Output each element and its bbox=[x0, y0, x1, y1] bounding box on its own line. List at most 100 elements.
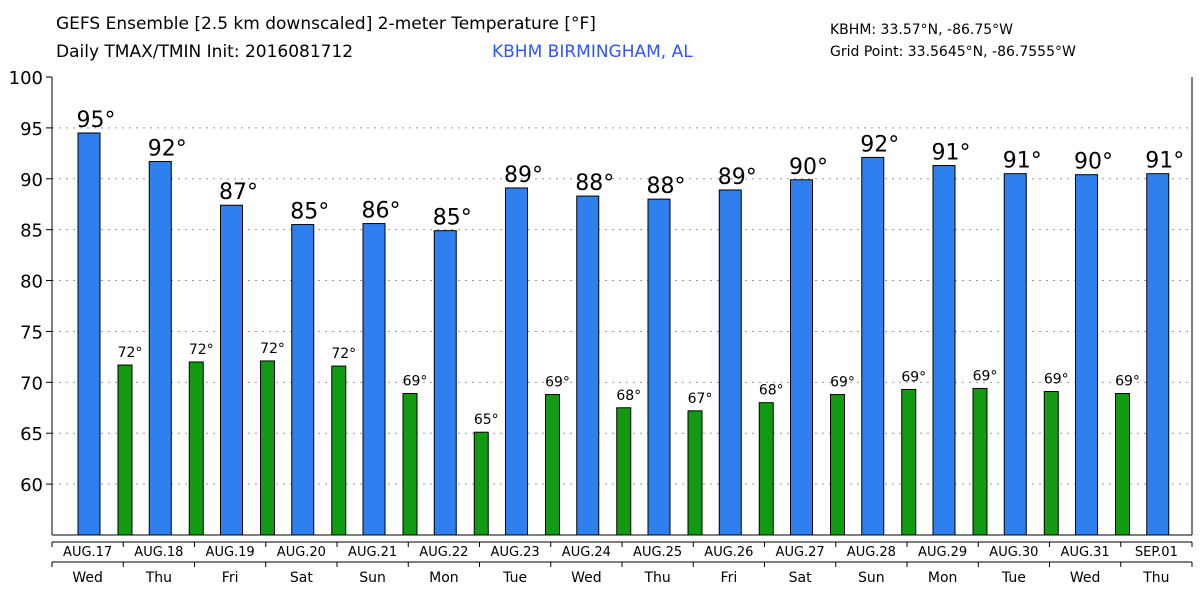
day-label-0: Wed bbox=[72, 570, 103, 586]
tmin-label-9: 68° bbox=[759, 383, 784, 399]
tmax-label-10: 90° bbox=[789, 155, 828, 180]
date-label-10: AUG.27 bbox=[776, 545, 825, 560]
tmin-label-1: 72° bbox=[189, 342, 214, 358]
date-label-0: AUG.17 bbox=[63, 545, 112, 560]
tmax-label-5: 85° bbox=[433, 206, 472, 231]
tmin-label-0: 72° bbox=[118, 345, 143, 361]
date-label-1: AUG.18 bbox=[134, 545, 183, 560]
tmin-bar-7 bbox=[616, 407, 632, 536]
tmin-label-4: 69° bbox=[403, 374, 428, 390]
ytick-label-95: 95 bbox=[20, 119, 43, 140]
date-label-12: AUG.29 bbox=[918, 545, 967, 560]
day-label-2: Fri bbox=[222, 570, 239, 586]
tmin-label-13: 69° bbox=[1044, 371, 1069, 387]
day-label-14: Wed bbox=[1070, 570, 1101, 586]
tmax-bar-13 bbox=[1003, 173, 1027, 536]
tmax-label-9: 89° bbox=[718, 165, 757, 190]
date-label-13: AUG.30 bbox=[989, 545, 1038, 560]
tmin-bar-9 bbox=[758, 402, 774, 536]
tmax-label-6: 89° bbox=[504, 163, 543, 188]
tmin-label-7: 68° bbox=[616, 388, 641, 404]
tmax-label-13: 91° bbox=[1003, 149, 1042, 174]
day-label-15: Thu bbox=[1142, 570, 1169, 586]
tmin-bar-10 bbox=[830, 394, 845, 536]
ytick-label-75: 75 bbox=[20, 322, 43, 343]
tmin-bar-14 bbox=[1115, 393, 1130, 536]
day-label-3: Sat bbox=[290, 570, 313, 586]
date-label-5: AUG.22 bbox=[419, 545, 468, 560]
tmin-bar-1 bbox=[188, 361, 204, 536]
tmax-label-1: 92° bbox=[148, 136, 187, 161]
tmin-label-3: 72° bbox=[331, 346, 356, 362]
day-label-4: Sun bbox=[359, 570, 386, 586]
tmax-label-14: 90° bbox=[1074, 150, 1113, 175]
tmax-label-8: 88° bbox=[647, 174, 686, 199]
tmin-label-11: 69° bbox=[901, 369, 926, 385]
bars bbox=[77, 132, 1170, 536]
ytick-label-85: 85 bbox=[20, 221, 43, 242]
tmax-bar-7 bbox=[576, 195, 600, 536]
date-label-3: AUG.20 bbox=[277, 545, 326, 560]
date-label-2: AUG.19 bbox=[206, 545, 255, 560]
day-label-9: Fri bbox=[721, 570, 738, 586]
ytick-label-80: 80 bbox=[20, 272, 43, 293]
tmin-bar-4 bbox=[402, 393, 418, 536]
day-label-1: Thu bbox=[145, 570, 172, 586]
tmax-label-3: 85° bbox=[290, 200, 329, 225]
tmin-label-6: 69° bbox=[545, 375, 570, 391]
chart-title: GEFS Ensemble [2.5 km downscaled] 2-mete… bbox=[56, 14, 596, 34]
bar-labels: 95° 72° 92° 72° 87° 72° 85° 72° 86° 69° 85° 65° 89° 6… bbox=[77, 108, 1185, 428]
tmax-label-11: 92° bbox=[860, 132, 899, 157]
tmin-label-2: 72° bbox=[260, 341, 285, 357]
day-label-6: Tue bbox=[502, 570, 527, 586]
ytick-label-70: 70 bbox=[20, 373, 43, 394]
tmin-bar-6 bbox=[545, 394, 560, 536]
tmax-label-0: 95° bbox=[77, 108, 116, 133]
station-name: KBHM BIRMINGHAM, AL bbox=[492, 42, 693, 62]
tmin-bar-2 bbox=[260, 360, 275, 536]
tmin-label-14: 69° bbox=[1115, 374, 1140, 390]
tmin-bar-11 bbox=[901, 388, 917, 536]
grid-point-coordinates: Grid Point: 33.5645°N, -86.7555°W bbox=[830, 44, 1076, 60]
date-label-4: AUG.21 bbox=[348, 545, 397, 560]
ytick-label-65: 65 bbox=[20, 424, 43, 445]
ytick-label-90: 90 bbox=[20, 170, 43, 191]
tmax-label-7: 88° bbox=[575, 171, 614, 196]
tmin-bar-13 bbox=[1043, 390, 1059, 536]
date-label-14: AUG.31 bbox=[1061, 545, 1110, 560]
ytick-label-100: 100 bbox=[9, 68, 43, 89]
axes: 60 65 70 75 80 85 90 95 100 AUG.17 Wed AUG.18 Thu AUG… bbox=[9, 68, 1193, 586]
station-coordinates: KBHM: 33.57°N, -86.75°W bbox=[830, 22, 1013, 38]
tmax-bar-15 bbox=[1146, 173, 1170, 536]
date-label-11: AUG.28 bbox=[847, 545, 896, 560]
tmax-bar-0 bbox=[77, 132, 101, 536]
ytick-label-60: 60 bbox=[20, 475, 43, 496]
tmax-label-4: 86° bbox=[362, 199, 401, 224]
tmin-bar-3 bbox=[331, 365, 347, 536]
day-label-11: Sun bbox=[858, 570, 885, 586]
tmax-bar-6 bbox=[505, 187, 528, 536]
tmax-bar-11 bbox=[861, 156, 885, 536]
tmax-bar-9 bbox=[718, 189, 742, 536]
tmin-bar-8 bbox=[687, 410, 703, 536]
tmax-bar-12 bbox=[932, 165, 956, 536]
day-label-8: Thu bbox=[643, 570, 670, 586]
date-label-8: AUG.25 bbox=[633, 545, 682, 560]
tmin-label-8: 67° bbox=[688, 391, 713, 407]
tmax-bar-3 bbox=[291, 224, 315, 536]
tmax-bar-10 bbox=[790, 179, 813, 536]
tmax-label-12: 91° bbox=[932, 141, 971, 166]
tmax-label-2: 87° bbox=[219, 180, 258, 205]
tmin-label-5: 65° bbox=[474, 412, 499, 428]
tmax-bar-4 bbox=[362, 223, 386, 536]
date-label-9: AUG.26 bbox=[704, 545, 753, 560]
day-label-7: Wed bbox=[571, 570, 602, 586]
tmax-bar-14 bbox=[1075, 174, 1098, 536]
tmin-label-12: 69° bbox=[973, 368, 998, 384]
day-label-12: Mon bbox=[928, 570, 958, 586]
tmax-bar-5 bbox=[433, 230, 457, 536]
tmax-bar-2 bbox=[220, 204, 243, 536]
date-label-7: AUG.24 bbox=[562, 545, 611, 560]
date-label-15: SEP.01 bbox=[1135, 545, 1178, 560]
